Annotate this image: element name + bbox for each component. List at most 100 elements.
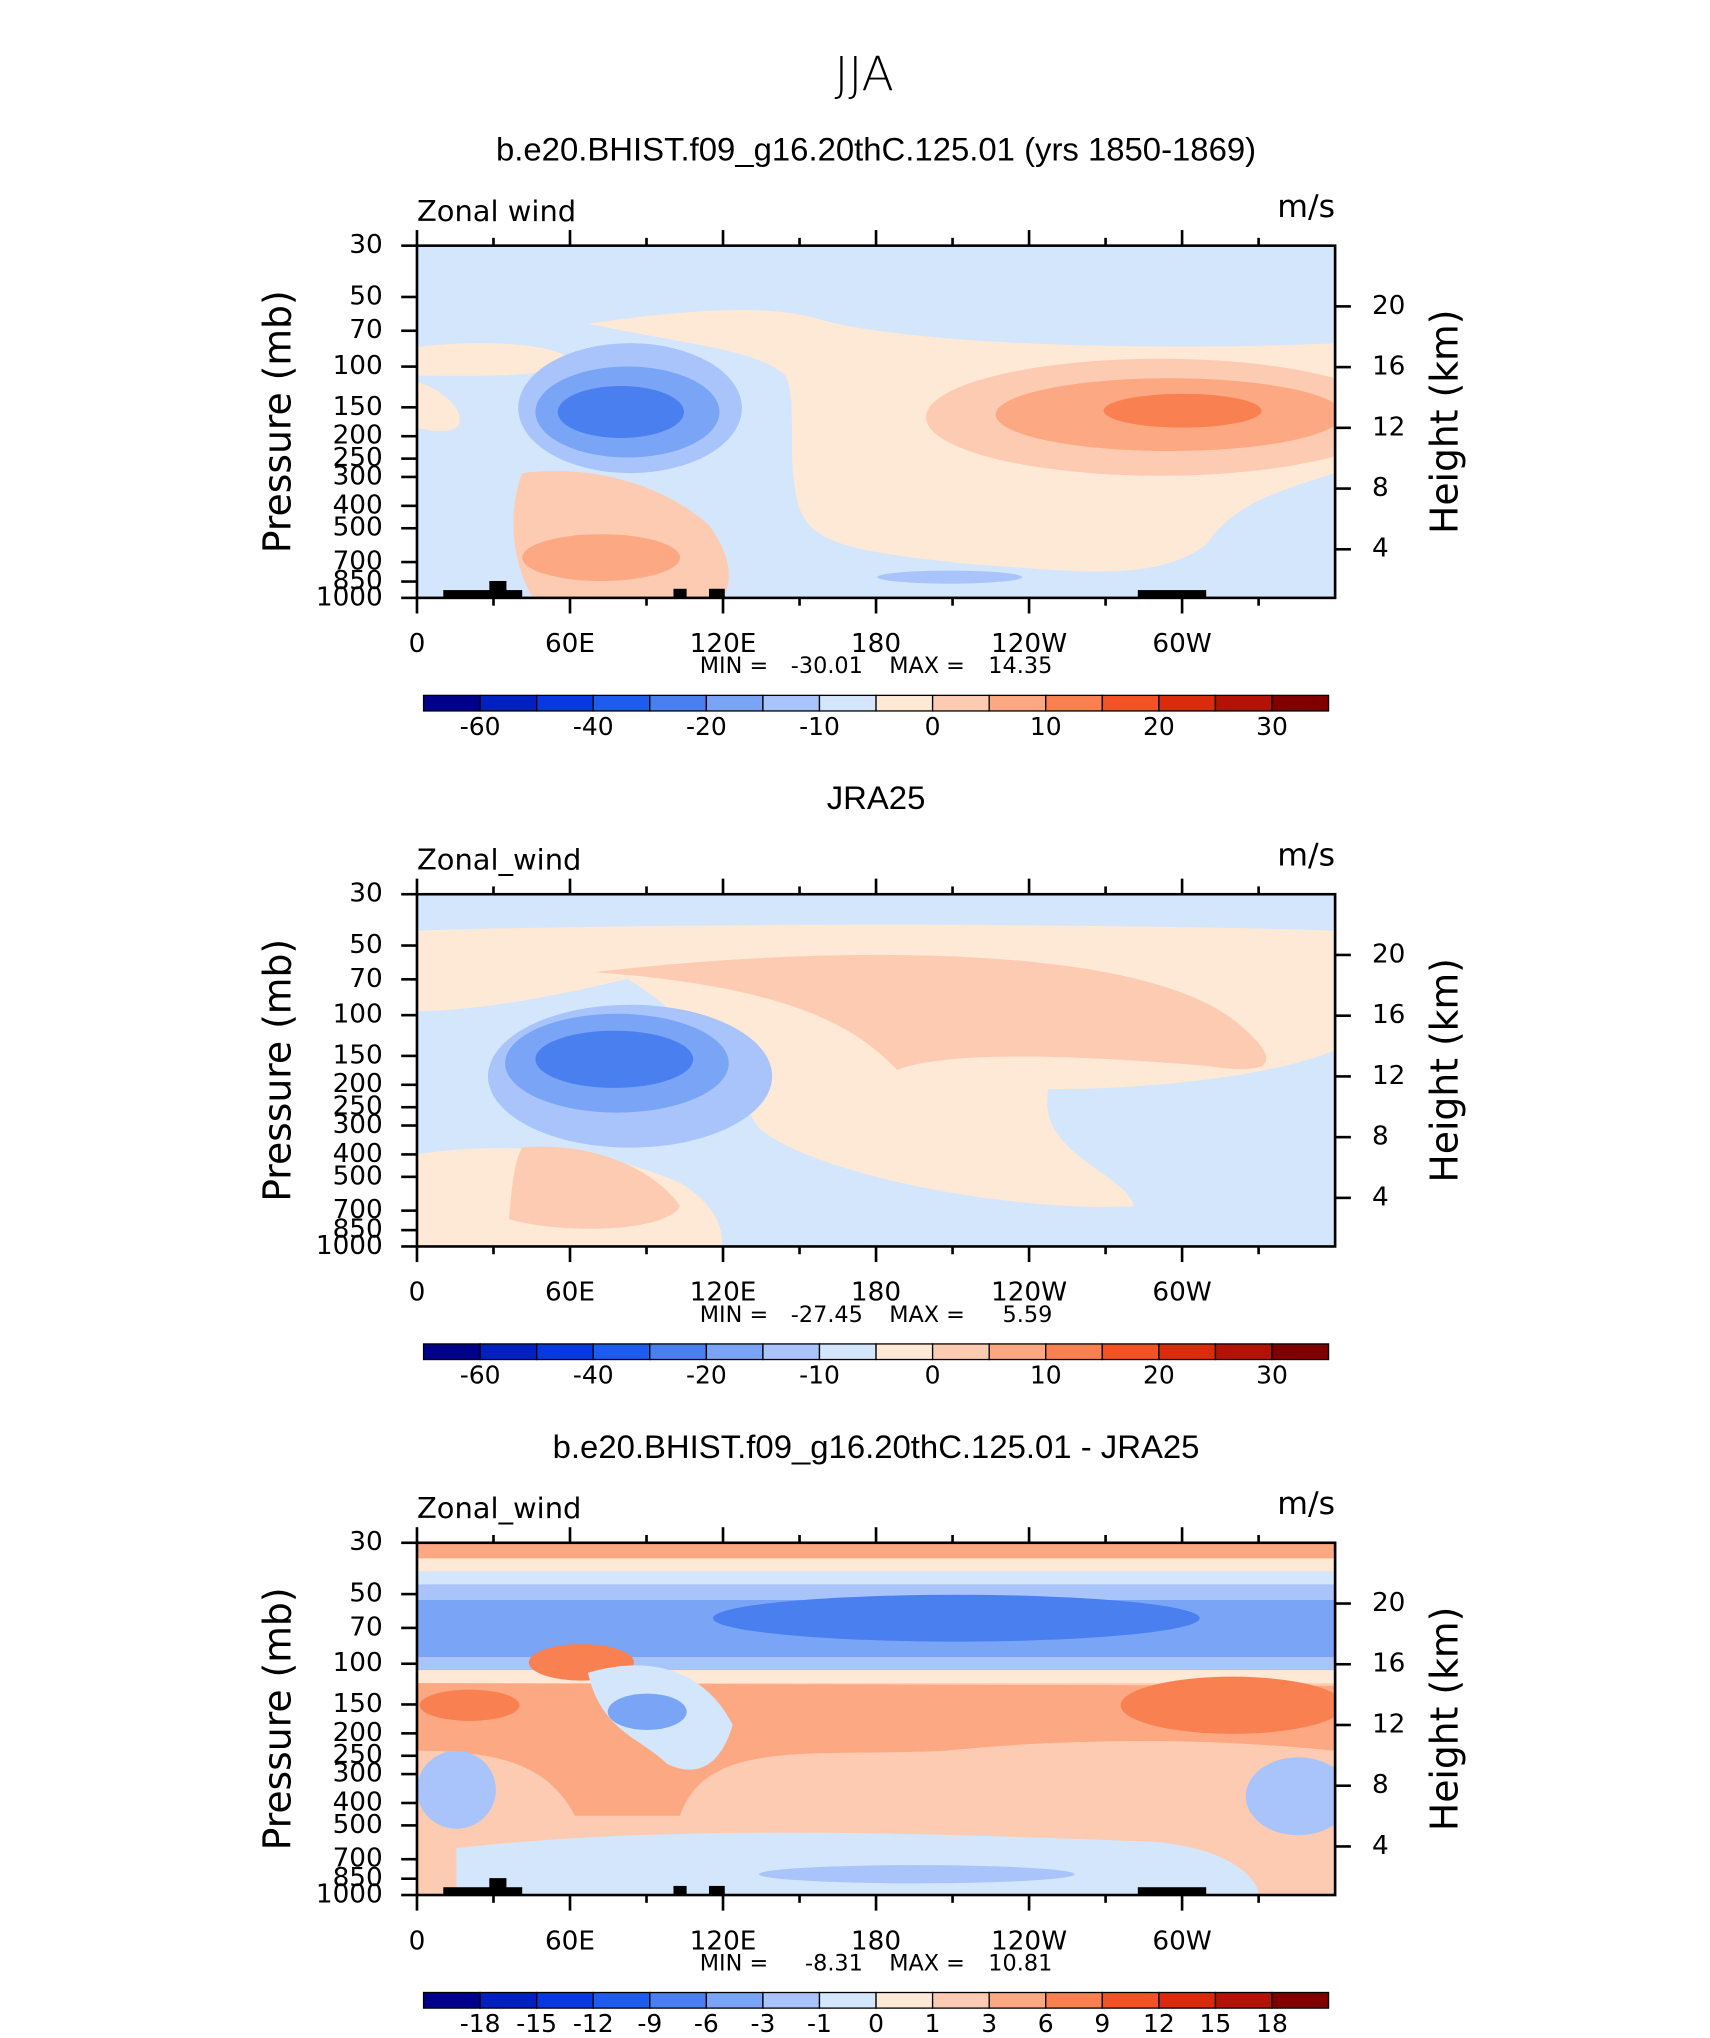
colorbar-label: 10 <box>1030 1361 1062 1390</box>
colorbar-box <box>818 1991 877 2009</box>
y-tick-label: 50 <box>349 282 382 312</box>
colorbar-box <box>1101 694 1160 712</box>
colorbar-label: -10 <box>799 712 840 741</box>
colorbar-box <box>649 694 708 712</box>
max-value: 5.59 <box>1003 1302 1053 1328</box>
y-tick-label: 700 <box>333 547 383 577</box>
y-tick-label: 50 <box>349 930 382 960</box>
y-tick-label: 250 <box>333 1092 383 1122</box>
y-tick-label: 300 <box>333 1110 383 1140</box>
colorbar-box <box>1271 1343 1330 1361</box>
colorbar-box <box>649 1343 708 1361</box>
y-tick-label: 400 <box>333 1788 383 1818</box>
y-tick-label: 700 <box>333 1844 383 1874</box>
units-label: m/s <box>1277 189 1335 225</box>
colorbar-box <box>705 694 764 712</box>
x-tick-label: 60E <box>545 1926 595 1956</box>
y-tick-label: 850 <box>333 1215 383 1245</box>
colorbar-label: -18 <box>460 2009 501 2038</box>
min-value: -8.31 <box>805 1950 863 1976</box>
x-tick-label: 120E <box>690 1926 757 1956</box>
y2-tick-label: 8 <box>1372 1770 1389 1800</box>
x-tick-label: 120W <box>991 1926 1067 1956</box>
colorbar-box <box>1045 1343 1103 1361</box>
colorbar-box <box>422 1991 481 2009</box>
colorbar-label: 9 <box>1094 2009 1110 2038</box>
colorbar-label: -40 <box>573 712 614 741</box>
colorbar-label: -15 <box>516 2009 557 2038</box>
max-label: MAX = <box>889 1950 965 1976</box>
colorbar-box <box>536 1343 594 1361</box>
colorbar-box <box>422 1343 481 1361</box>
colorbar-box <box>988 1991 1047 2009</box>
colorbar-box <box>1158 1343 1217 1361</box>
colorbar-box <box>762 694 821 712</box>
colorbar-box <box>1271 1991 1330 2009</box>
x-tick-label: 0 <box>409 1926 426 1956</box>
y2-axis-label: Height (km) <box>1422 310 1466 534</box>
x-tick-label: 180 <box>851 629 901 659</box>
x-tick-label: 0 <box>409 1278 426 1308</box>
y-tick-label: 1000 <box>316 1231 383 1261</box>
y-tick-label: 70 <box>349 964 382 994</box>
colorbar-label: 0 <box>925 712 941 741</box>
y-tick-label: 400 <box>333 490 383 520</box>
colorbar-box <box>1214 1343 1273 1361</box>
colorbar-box <box>479 1343 538 1361</box>
y-tick-label: 700 <box>333 1195 383 1225</box>
colorbar-box <box>592 694 651 712</box>
y-tick-label: 50 <box>349 1579 382 1609</box>
colorbar-box <box>762 1991 821 2009</box>
y-tick-label: 30 <box>349 879 382 909</box>
colorbar-box <box>1214 1991 1273 2009</box>
y-tick-label: 200 <box>333 1718 383 1748</box>
figure-title: JJA <box>834 48 893 103</box>
y-tick-label: 200 <box>333 1069 383 1099</box>
x-tick-label: 120E <box>690 1278 757 1308</box>
y-tick-label: 1000 <box>316 1880 383 1910</box>
colorbar-label: -60 <box>460 712 501 741</box>
y-tick-label: 100 <box>333 351 383 381</box>
y2-axis-label: Height (km) <box>1422 1607 1466 1831</box>
y2-tick-label: 20 <box>1372 940 1405 970</box>
x-tick-label: 120W <box>991 629 1067 659</box>
variable-label: Zonal_wind <box>417 1491 581 1525</box>
colorbar-box <box>818 694 877 712</box>
variable-label: Zonal_wind <box>417 843 581 877</box>
x-tick-label: 60W <box>1152 1926 1211 1956</box>
colorbar-box <box>1158 1991 1217 2009</box>
y-tick-label: 150 <box>333 1040 383 1070</box>
colorbar-box <box>705 1343 764 1361</box>
y-axis-label: Pressure (mb) <box>256 290 300 553</box>
colorbar-box <box>1158 694 1217 712</box>
colorbar-label: 0 <box>868 2009 884 2038</box>
y-tick-label: 70 <box>349 315 382 345</box>
colorbar-label: -12 <box>573 2009 614 2038</box>
y-tick-label: 500 <box>333 513 383 543</box>
y-tick-label: 300 <box>333 462 383 492</box>
colorbar-box <box>1214 694 1273 712</box>
colorbar-label: 1 <box>925 2009 941 2038</box>
colorbar-box <box>818 1343 877 1361</box>
panel-title: b.e20.BHIST.f09_g16.20thC.125.01 (yrs 18… <box>496 131 1256 168</box>
min-value: -27.45 <box>791 1302 863 1328</box>
y-tick-label: 30 <box>349 1527 382 1557</box>
y-tick-label: 100 <box>333 1648 383 1678</box>
y-tick-label: 150 <box>333 1689 383 1719</box>
x-tick-label: 60W <box>1152 629 1211 659</box>
y2-tick-label: 16 <box>1372 1649 1405 1679</box>
colorbar-box <box>649 1991 708 2009</box>
colorbar-box <box>1101 1343 1160 1361</box>
y2-axis-label: Height (km) <box>1422 958 1466 1182</box>
y-axis-label: Pressure (mb) <box>256 1587 300 1850</box>
y-tick-label: 250 <box>333 1740 383 1770</box>
colorbar-label: 12 <box>1143 2009 1175 2038</box>
y2-tick-label: 8 <box>1372 1122 1389 1152</box>
colorbar-label: 3 <box>981 2009 997 2038</box>
y-tick-label: 850 <box>333 1863 383 1893</box>
colorbar-box <box>536 1991 594 2009</box>
y-tick-label: 100 <box>333 1000 383 1030</box>
x-tick-label: 60W <box>1152 1278 1211 1308</box>
colorbar-box <box>1045 694 1103 712</box>
y2-tick-label: 4 <box>1372 534 1389 564</box>
